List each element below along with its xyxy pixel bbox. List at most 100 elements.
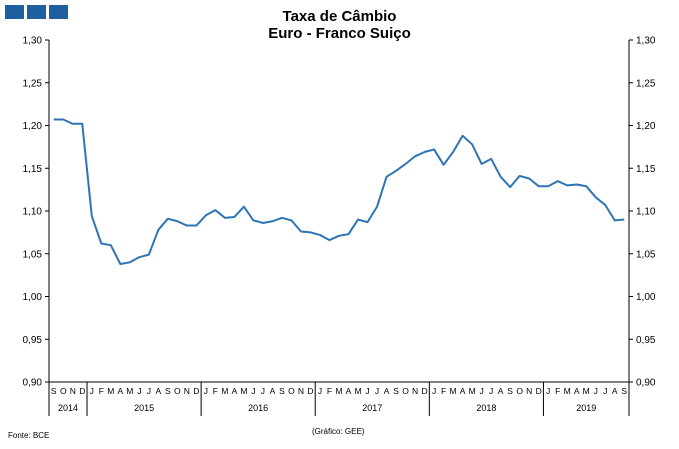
data-point <box>195 225 197 227</box>
x-month-label: J <box>147 386 151 396</box>
data-point <box>262 222 264 224</box>
data-point <box>148 254 150 256</box>
x-month-label: N <box>70 386 76 396</box>
x-month-label: F <box>213 386 218 396</box>
x-month-label: A <box>384 386 390 396</box>
x-month-label: F <box>441 386 446 396</box>
y-tick-label-right: 1,25 <box>636 78 656 89</box>
x-month-label: J <box>251 386 255 396</box>
data-point <box>519 175 521 177</box>
x-month-label: A <box>574 386 580 396</box>
data-point <box>62 119 64 121</box>
data-point <box>338 235 340 237</box>
data-point <box>72 123 74 125</box>
x-month-label: J <box>137 386 141 396</box>
x-month-label: N <box>526 386 532 396</box>
x-month-label: J <box>261 386 265 396</box>
data-point <box>186 225 188 227</box>
x-month-label: A <box>117 386 123 396</box>
x-month-label: D <box>536 386 542 396</box>
x-month-label: J <box>318 386 322 396</box>
year-label: 2015 <box>134 403 154 413</box>
x-month-label: F <box>327 386 332 396</box>
x-month-label: M <box>126 386 133 396</box>
data-point <box>157 229 159 231</box>
x-month-label: M <box>240 386 247 396</box>
data-point <box>176 220 178 222</box>
data-point <box>119 263 121 265</box>
y-tick-label-left: 1,10 <box>23 207 43 218</box>
data-point <box>100 242 102 244</box>
x-month-label: J <box>489 386 493 396</box>
y-tick-label-left: 1,05 <box>23 249 43 260</box>
chart-subtitle: Euro - Franco Suiço <box>268 25 411 42</box>
y-tick-label-right: 1,30 <box>636 36 656 47</box>
x-month-label: M <box>335 386 342 396</box>
x-month-label: A <box>270 386 276 396</box>
data-point <box>367 221 369 223</box>
data-point <box>243 206 245 208</box>
year-label: 2019 <box>576 403 596 413</box>
data-point <box>443 164 445 166</box>
x-month-label: M <box>450 386 457 396</box>
year-label: 2017 <box>362 403 382 413</box>
x-month-label: N <box>184 386 190 396</box>
x-month-label: D <box>193 386 199 396</box>
data-point <box>604 204 606 206</box>
data-point <box>53 119 55 121</box>
data-point <box>557 180 559 182</box>
year-label: 2018 <box>476 403 496 413</box>
data-point <box>471 143 473 145</box>
data-point <box>386 176 388 178</box>
y-tick-label-left: 0,95 <box>23 335 43 346</box>
y-tick-label-left: 1,25 <box>23 78 43 89</box>
data-point <box>566 184 568 186</box>
x-month-label: J <box>375 386 379 396</box>
y-tick-label-right: 1,10 <box>636 207 656 218</box>
data-point <box>319 234 321 236</box>
y-tick-label-right: 1,00 <box>636 292 656 303</box>
data-point <box>405 163 407 165</box>
x-month-label: N <box>412 386 418 396</box>
data-point <box>538 185 540 187</box>
logo <box>5 5 68 19</box>
x-month-label: N <box>298 386 304 396</box>
data-point <box>233 216 235 218</box>
x-month-label: J <box>365 386 369 396</box>
chart-title-block: Taxa de Câmbio Euro - Franco Suiço <box>0 8 679 42</box>
data-point <box>424 151 426 153</box>
data-point <box>110 244 112 246</box>
logo-tile <box>5 5 24 19</box>
data-point <box>395 170 397 172</box>
data-point <box>91 215 93 217</box>
y-tick-label-left: 1,20 <box>23 121 43 132</box>
x-month-label: S <box>393 386 399 396</box>
y-tick-label-right: 1,05 <box>636 249 656 260</box>
data-point <box>376 206 378 208</box>
data-point <box>205 214 207 216</box>
x-month-label: O <box>402 386 409 396</box>
data-point <box>300 231 302 233</box>
series-line <box>53 118 625 266</box>
data-point <box>547 185 549 187</box>
data-point <box>290 219 292 221</box>
y-tick-label-left: 0,90 <box>23 378 43 389</box>
credit-note: (Gráfico: GEE) <box>312 427 365 436</box>
data-point <box>462 135 464 137</box>
x-month-label: J <box>603 386 607 396</box>
data-point <box>129 261 131 263</box>
x-month-label: A <box>612 386 618 396</box>
x-month-label: S <box>507 386 513 396</box>
data-point <box>595 196 597 198</box>
x-month-label: J <box>432 386 436 396</box>
data-point <box>585 185 587 187</box>
x-month-label: M <box>221 386 228 396</box>
logo-tile <box>49 5 68 19</box>
data-point <box>167 218 169 220</box>
x-month-label: D <box>422 386 428 396</box>
x-month-label: M <box>564 386 571 396</box>
x-month-label: F <box>99 386 104 396</box>
x-month-label: S <box>165 386 171 396</box>
x-month-label: D <box>307 386 313 396</box>
